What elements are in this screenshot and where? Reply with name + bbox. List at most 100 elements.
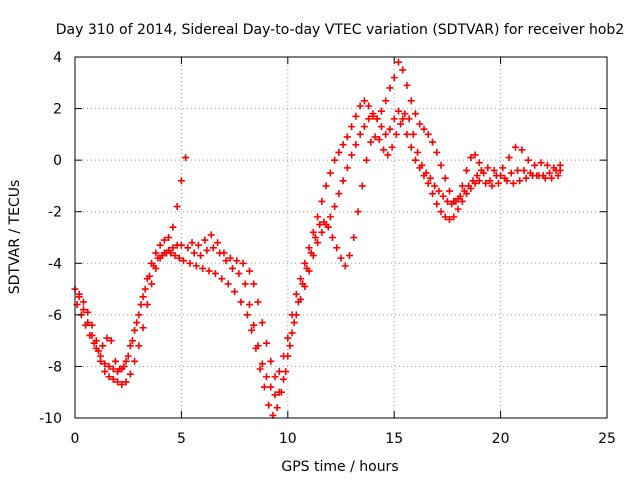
data-point bbox=[233, 257, 241, 265]
data-point bbox=[124, 352, 132, 360]
data-point bbox=[131, 326, 139, 334]
data-point bbox=[328, 234, 336, 241]
data-point bbox=[228, 264, 236, 272]
y-axis-label: SDTVAR / TECUs bbox=[7, 180, 23, 295]
data-point bbox=[454, 205, 462, 213]
data-point bbox=[167, 249, 175, 257]
data-point bbox=[173, 203, 181, 211]
data-point bbox=[458, 197, 466, 205]
data-point bbox=[433, 200, 441, 208]
data-point bbox=[352, 141, 360, 149]
data-point bbox=[288, 329, 296, 337]
data-point bbox=[403, 130, 411, 138]
data-point bbox=[356, 102, 364, 110]
data-point bbox=[503, 177, 511, 185]
data-point bbox=[367, 138, 375, 146]
data-point bbox=[284, 334, 292, 342]
data-point bbox=[243, 311, 251, 319]
data-point bbox=[520, 166, 528, 174]
data-point bbox=[307, 249, 315, 257]
data-point bbox=[99, 342, 107, 350]
data-point bbox=[401, 110, 409, 118]
data-point bbox=[550, 164, 558, 172]
data-point bbox=[341, 262, 349, 270]
data-point bbox=[384, 151, 392, 159]
series-1 bbox=[73, 110, 562, 419]
data-point bbox=[201, 236, 209, 244]
data-point bbox=[265, 401, 273, 409]
data-point bbox=[322, 182, 330, 190]
data-point bbox=[205, 267, 213, 275]
data-point bbox=[392, 130, 400, 138]
data-point bbox=[169, 223, 177, 231]
data-point bbox=[360, 123, 368, 131]
data-point bbox=[522, 174, 530, 182]
data-point bbox=[529, 172, 537, 180]
data-point bbox=[414, 148, 422, 156]
data-point bbox=[152, 249, 160, 257]
data-point bbox=[339, 141, 347, 149]
data-point bbox=[245, 301, 253, 309]
data-point bbox=[333, 244, 341, 252]
data-point bbox=[543, 161, 551, 169]
data-point bbox=[326, 169, 334, 177]
data-point bbox=[541, 174, 549, 182]
data-point bbox=[148, 259, 156, 267]
data-point bbox=[369, 110, 377, 118]
data-point bbox=[288, 311, 296, 319]
data-point bbox=[326, 213, 334, 221]
data-point bbox=[220, 249, 228, 257]
data-point bbox=[97, 352, 105, 360]
data-point bbox=[222, 257, 230, 265]
data-point bbox=[263, 339, 271, 347]
data-point bbox=[209, 244, 217, 252]
data-point bbox=[250, 280, 258, 288]
data-point bbox=[480, 169, 488, 177]
data-point bbox=[111, 357, 119, 365]
data-point bbox=[467, 154, 475, 162]
data-point bbox=[292, 290, 300, 298]
data-point bbox=[316, 221, 324, 229]
data-point bbox=[516, 177, 524, 185]
data-point bbox=[290, 319, 298, 327]
data-point bbox=[482, 179, 490, 187]
data-point bbox=[280, 375, 288, 383]
data-point bbox=[294, 298, 302, 306]
data-point bbox=[256, 365, 264, 373]
data-point bbox=[260, 383, 268, 391]
data-point bbox=[75, 290, 83, 298]
data-point bbox=[114, 368, 122, 376]
x-tick-label: 5 bbox=[177, 431, 186, 447]
data-point bbox=[282, 368, 290, 376]
data-point bbox=[190, 249, 198, 257]
data-point bbox=[499, 164, 507, 172]
series-0 bbox=[71, 107, 564, 399]
data-point bbox=[535, 172, 543, 180]
data-point bbox=[471, 151, 479, 159]
data-point bbox=[352, 112, 360, 120]
data-point bbox=[431, 182, 439, 190]
data-point bbox=[188, 239, 196, 247]
data-point bbox=[377, 107, 385, 115]
data-point bbox=[197, 252, 205, 260]
data-point bbox=[309, 228, 317, 236]
data-point bbox=[505, 154, 513, 162]
data-point bbox=[194, 241, 202, 249]
data-point bbox=[439, 192, 447, 200]
data-point bbox=[254, 298, 262, 306]
data-point bbox=[148, 280, 156, 288]
data-point bbox=[203, 246, 211, 254]
data-point bbox=[267, 383, 275, 391]
data-point bbox=[277, 388, 285, 396]
data-point bbox=[429, 190, 437, 198]
data-point bbox=[154, 254, 162, 262]
data-point bbox=[105, 362, 113, 370]
data-point bbox=[507, 169, 515, 177]
data-point bbox=[186, 259, 194, 267]
data-point bbox=[463, 166, 471, 174]
data-point bbox=[331, 203, 339, 211]
data-point bbox=[118, 365, 126, 373]
data-point bbox=[175, 254, 183, 262]
data-point bbox=[139, 293, 147, 301]
